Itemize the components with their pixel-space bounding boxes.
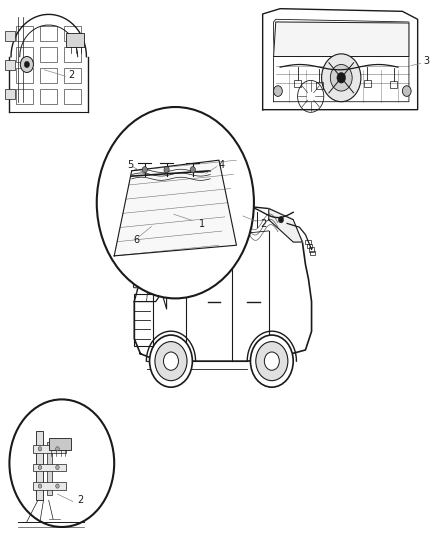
Bar [16,68,33,83]
Bar [64,26,81,41]
Bar [40,68,57,83]
Circle shape [321,54,361,102]
Bar [33,464,66,471]
Bar [16,90,33,104]
Bar [5,90,14,99]
Polygon shape [134,242,186,302]
Circle shape [10,399,114,527]
Bar [33,445,66,453]
Circle shape [180,224,186,230]
Bar [33,482,66,490]
Polygon shape [269,208,302,242]
Bar [64,47,81,62]
Circle shape [205,216,210,223]
Circle shape [38,484,42,488]
Polygon shape [263,9,418,110]
Circle shape [251,335,293,387]
Text: 4: 4 [219,160,225,170]
Text: 2: 2 [77,495,83,505]
Circle shape [337,72,346,83]
Polygon shape [165,205,293,227]
Bar [40,90,57,104]
Bar [40,47,57,62]
Polygon shape [274,22,409,56]
Text: 3: 3 [424,56,429,67]
Bar [16,47,33,62]
Circle shape [242,216,247,223]
Bar [64,90,81,104]
FancyBboxPatch shape [134,263,148,288]
Bar [310,251,315,255]
Bar [308,247,314,252]
Bar [316,82,323,89]
Bar [35,431,43,500]
Bar [64,68,81,83]
Circle shape [190,166,195,173]
Circle shape [279,216,284,223]
Polygon shape [114,160,237,256]
Bar [49,438,71,450]
Bar [307,244,312,248]
Circle shape [97,107,254,298]
Circle shape [24,61,29,68]
Polygon shape [10,14,88,112]
Text: 2: 2 [68,70,74,80]
Bar [40,26,57,41]
Bar [294,80,301,87]
Circle shape [256,342,288,381]
Circle shape [274,86,283,96]
Circle shape [150,335,192,387]
Text: 5: 5 [127,160,134,170]
Circle shape [265,352,279,370]
Ellipse shape [142,246,151,253]
Circle shape [403,86,411,96]
Text: 1: 1 [199,219,205,229]
Polygon shape [152,205,195,242]
Bar [5,60,14,70]
Bar [390,81,397,88]
Circle shape [163,352,178,370]
Circle shape [56,465,59,470]
Bar [305,240,311,244]
Circle shape [164,166,169,173]
Bar [66,34,84,47]
Circle shape [330,64,352,91]
Circle shape [56,484,59,488]
Circle shape [20,56,33,72]
Circle shape [142,166,148,173]
Circle shape [38,447,42,451]
Polygon shape [134,220,311,361]
Circle shape [155,342,187,381]
Circle shape [56,447,59,451]
Bar [46,442,52,495]
Text: 2: 2 [261,219,267,229]
Text: 6: 6 [134,235,140,245]
Bar [16,26,33,41]
Bar [134,294,152,346]
Bar [5,31,14,41]
Circle shape [38,465,42,470]
Bar [364,80,371,87]
